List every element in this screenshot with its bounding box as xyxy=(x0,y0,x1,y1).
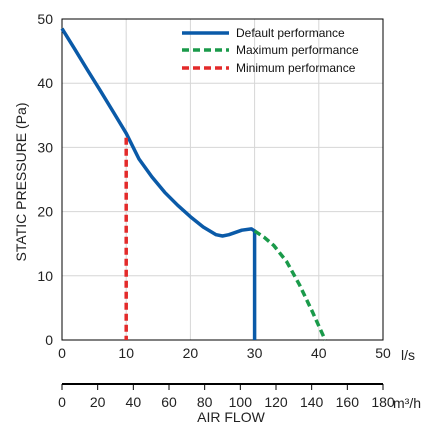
secondary-axis-tick-label: 180 xyxy=(371,394,395,410)
legend-label-default: Default performance xyxy=(236,26,345,40)
secondary-axis-tick-label: 120 xyxy=(264,394,288,410)
y-axis-title: STATIC PRESSURE (Pa) xyxy=(13,103,29,262)
x-tick-label: 10 xyxy=(118,345,134,361)
series-line-default-performance xyxy=(60,27,257,340)
secondary-axis-tick-label: 20 xyxy=(90,394,106,410)
legend: Default performance Maximum performance … xyxy=(182,26,359,75)
series-lines xyxy=(60,27,327,341)
legend-label-minimum: Minimum performance xyxy=(236,61,356,75)
y-tick-label: 30 xyxy=(37,139,53,155)
secondary-axis-tick-label: 80 xyxy=(197,394,213,410)
y-tick-label: 10 xyxy=(37,268,53,284)
x-tick-label: 50 xyxy=(375,345,391,361)
plot-frame xyxy=(61,18,384,341)
x-tick-label: 40 xyxy=(311,345,327,361)
secondary-axis-tick-label: 60 xyxy=(161,394,177,410)
x-tick-label: 20 xyxy=(183,345,199,361)
secondary-axis-tick-label: 160 xyxy=(336,394,360,410)
x-axis-title: AIR FLOW xyxy=(197,409,265,423)
series-line-maximum-performance xyxy=(253,229,327,341)
y-tick-label: 50 xyxy=(37,11,53,27)
secondary-axis-tick-label: 140 xyxy=(300,394,324,410)
tick-labels: 0 10 20 30 40 50 0 10 20 30 40 50 xyxy=(37,11,391,361)
x-tick-label: 30 xyxy=(247,345,263,361)
grid xyxy=(62,19,383,340)
x-tick-label: 0 xyxy=(58,345,66,361)
secondary-axis-tick-label: 100 xyxy=(229,394,253,410)
legend-label-maximum: Maximum performance xyxy=(236,43,359,57)
x2-unit-label: m³/h xyxy=(393,395,421,411)
secondary-axis-tick-label: 0 xyxy=(58,394,66,410)
secondary-axis-tick-label: 40 xyxy=(126,394,142,410)
y-tick-label: 40 xyxy=(37,75,53,91)
y-tick-label: 20 xyxy=(37,204,53,220)
x-unit-label: l/s xyxy=(401,347,415,363)
y-tick-label: 0 xyxy=(45,332,53,348)
secondary-axis-ticks: 0 20 40 60 80 100 120 140 160 180 xyxy=(58,384,395,410)
